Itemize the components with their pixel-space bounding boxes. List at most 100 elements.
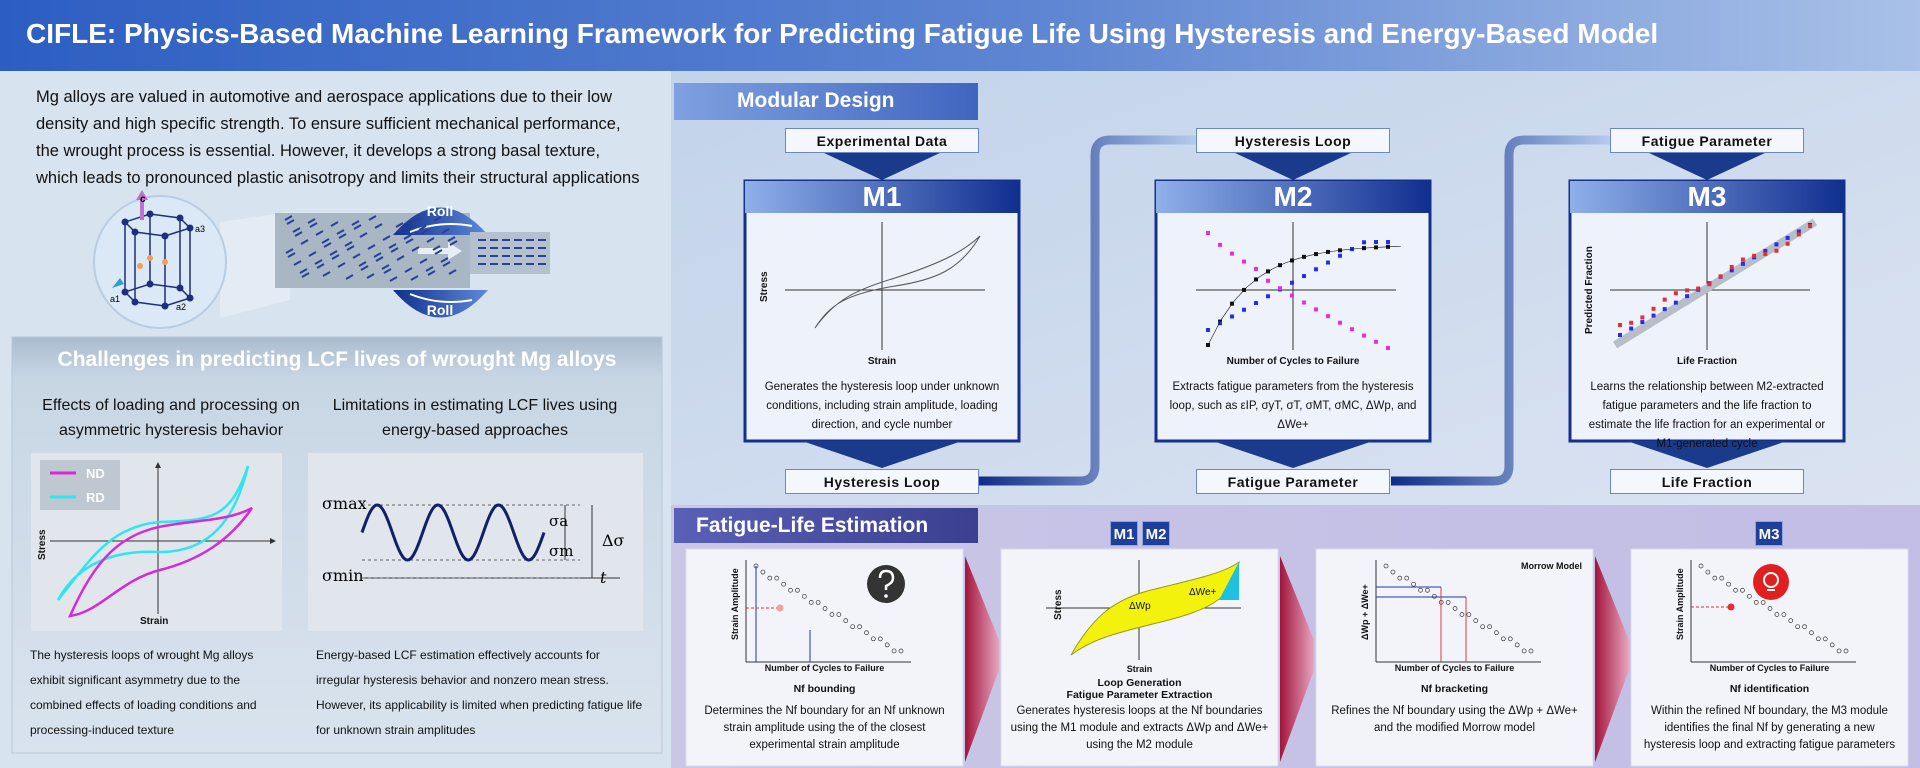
grain xyxy=(447,236,456,242)
point xyxy=(1662,307,1667,312)
grain xyxy=(322,271,331,277)
chevron xyxy=(1627,441,1787,468)
grain xyxy=(329,250,338,256)
point xyxy=(1640,320,1645,325)
sine-chart-area xyxy=(308,453,643,631)
point xyxy=(1816,636,1821,642)
point xyxy=(1338,320,1342,325)
idea-icon xyxy=(1753,564,1789,600)
point xyxy=(1242,259,1246,264)
grain xyxy=(337,262,346,268)
challenges-title: Challenges in predicting LCF lives of wr… xyxy=(57,348,617,371)
section-header xyxy=(674,83,978,120)
trend xyxy=(1310,252,1324,256)
grain xyxy=(346,245,355,251)
grain xyxy=(360,265,369,271)
point xyxy=(1487,624,1492,630)
module-output: Life Fraction xyxy=(1610,469,1804,494)
sine-label: Δσ xyxy=(602,531,625,550)
trend xyxy=(1323,250,1337,253)
grain xyxy=(367,244,376,250)
point xyxy=(1733,587,1738,593)
point xyxy=(1843,648,1849,654)
chevron xyxy=(1213,441,1373,468)
module-name: M2 xyxy=(1273,181,1313,212)
point xyxy=(1466,612,1472,617)
point xyxy=(1836,648,1842,654)
point xyxy=(1719,575,1725,581)
question-icon xyxy=(867,565,905,603)
axis-label: Predicted Fraction xyxy=(1584,246,1595,334)
point xyxy=(1350,327,1354,332)
point xyxy=(808,600,814,605)
point xyxy=(1218,242,1222,247)
axis-label: Strain xyxy=(140,616,169,627)
question-dot xyxy=(884,594,888,598)
point xyxy=(1254,266,1258,271)
point xyxy=(1302,274,1306,279)
module-header xyxy=(1156,181,1430,213)
grain xyxy=(308,251,317,257)
grain xyxy=(352,253,361,259)
point xyxy=(1662,297,1667,302)
axis-label: Number of Cycles to Failure xyxy=(1226,356,1360,367)
grain xyxy=(344,241,353,247)
point xyxy=(1788,618,1794,623)
chevron xyxy=(1647,152,1767,180)
module-input: Fatigue Parameter xyxy=(1610,128,1804,153)
grain xyxy=(345,274,354,280)
point xyxy=(829,612,835,617)
module xyxy=(1568,152,1846,468)
grain xyxy=(294,231,303,237)
grain xyxy=(420,229,429,235)
step xyxy=(1630,548,1909,767)
point xyxy=(1746,593,1752,599)
module-input: Hysteresis Loop xyxy=(1196,128,1390,153)
grain xyxy=(411,246,420,252)
point xyxy=(760,569,766,575)
grain xyxy=(366,273,375,279)
point xyxy=(891,648,897,654)
grain xyxy=(419,258,428,264)
point xyxy=(1696,286,1701,291)
module-badge: M3 xyxy=(1755,521,1783,546)
point xyxy=(1726,581,1731,587)
question-mark xyxy=(878,569,895,590)
trend xyxy=(1207,320,1222,346)
step-title: Loop Generation xyxy=(1097,677,1182,689)
point xyxy=(1785,241,1790,246)
grain xyxy=(433,216,442,222)
point xyxy=(1473,618,1479,623)
module-description: Extracts fatigue parameters from the hys… xyxy=(1169,381,1417,431)
module xyxy=(1154,152,1432,468)
point xyxy=(767,575,773,581)
point xyxy=(1397,575,1403,581)
axis-label: a3 xyxy=(195,224,206,234)
point xyxy=(1729,268,1734,273)
point xyxy=(1390,569,1396,575)
point xyxy=(1507,636,1513,642)
axis-label: Strain Amplitude xyxy=(1675,568,1685,640)
grain xyxy=(300,239,309,245)
sine-label: σmin xyxy=(322,566,364,585)
axis-label: Number of Cycles to Failure xyxy=(764,663,885,673)
grain xyxy=(284,215,293,221)
poster-title: CIFLE: Physics-Based Machine Learning Fr… xyxy=(26,18,1659,49)
point xyxy=(877,636,883,642)
point xyxy=(1698,563,1704,569)
point xyxy=(1763,252,1768,257)
point xyxy=(1206,328,1210,332)
grain xyxy=(390,247,399,253)
chevron xyxy=(802,441,962,468)
grain xyxy=(353,224,362,230)
point xyxy=(1774,242,1779,247)
legend-label: RD xyxy=(86,490,105,505)
point xyxy=(1774,612,1780,617)
point xyxy=(1796,232,1801,237)
point xyxy=(898,648,904,654)
point xyxy=(1796,229,1801,234)
point xyxy=(1521,648,1527,654)
point xyxy=(1629,320,1634,325)
grain xyxy=(427,270,436,276)
trend xyxy=(1259,268,1273,278)
